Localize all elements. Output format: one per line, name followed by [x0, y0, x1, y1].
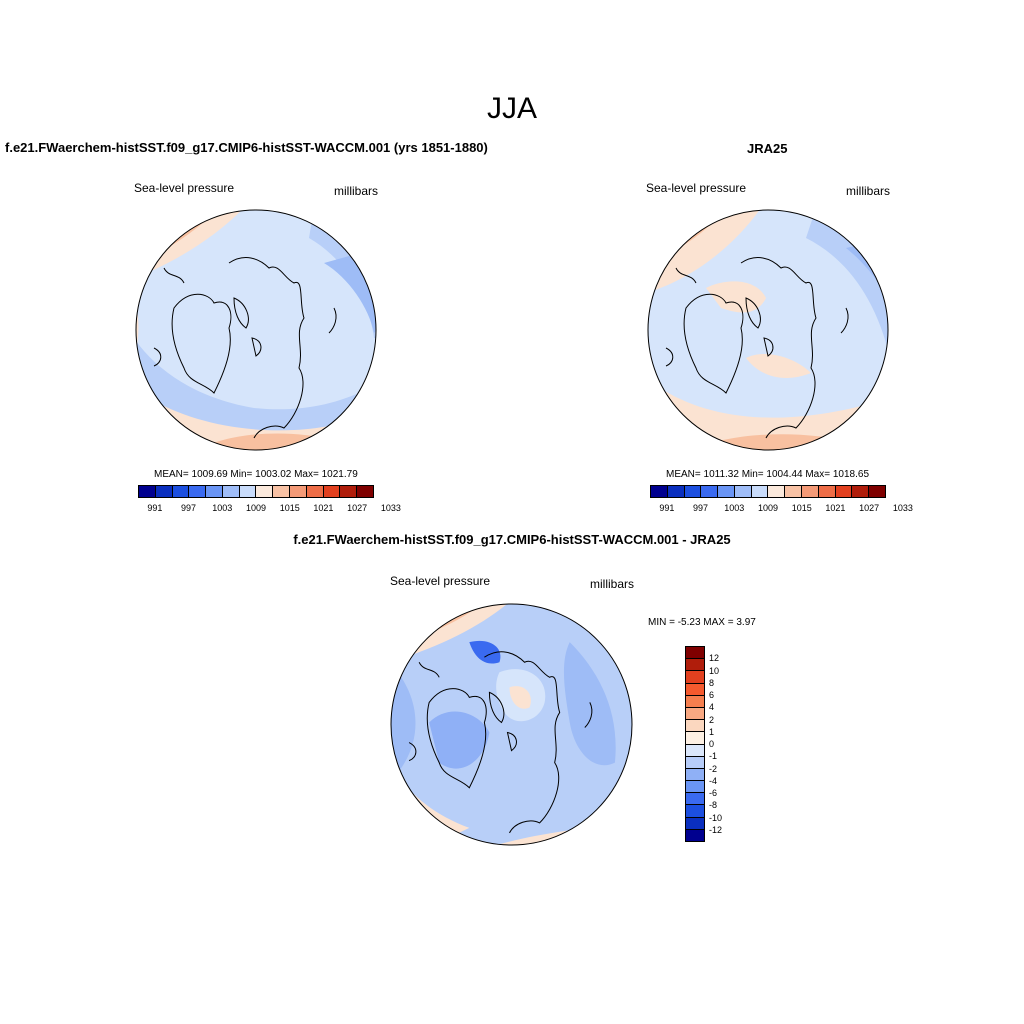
panel-1-colorbar [138, 485, 374, 498]
panel-2-colorbar-swatch [869, 486, 885, 497]
difference-colorbar-tick-label: 12 [709, 653, 720, 664]
difference-colorbar [685, 646, 705, 842]
panel-2-colorbar-swatch [768, 486, 786, 497]
panel-1-colorbar-ticks: 991 997 1003 1009 1015 1021 1027 1033 [138, 503, 401, 515]
difference-colorbar-tick-label: 1 [709, 726, 715, 737]
panel-1-colorbar-swatch [273, 486, 291, 497]
panel-2-colorbar [650, 485, 886, 498]
difference-colorbar-swatch [686, 671, 704, 684]
panel-1-colorbar-swatch [323, 486, 341, 497]
panel-1-colorbar-swatch [340, 486, 358, 497]
panel-2-colorbar-tick-label: 1027 [859, 503, 880, 513]
panel-2-colorbar-swatch [835, 486, 853, 497]
difference-colorbar-swatch [686, 659, 704, 672]
figure-title: JJA [486, 92, 537, 125]
panel-2-units-label: millibars [846, 184, 891, 198]
difference-colorbar-tick-label: 0 [709, 739, 715, 749]
panel-2-variable-label: Sea-level pressure [646, 181, 747, 195]
panel-2-colorbar-tick-label: 991 [659, 503, 675, 513]
difference-colorbar-tick-label: 8 [709, 677, 715, 688]
panel-2-colorbar-swatch [667, 486, 685, 497]
panel-1-colorbar-tick-label: 1003 [212, 503, 233, 513]
panel-1-colorbar-swatch [139, 486, 156, 497]
panel-1-units-label: millibars [334, 184, 379, 198]
panel-1-colorbar-tick-label: 1015 [279, 503, 300, 513]
panel-1-colorbar-tick-label: 1033 [380, 503, 401, 513]
difference-colorbar-tick-label: -8 [709, 800, 718, 811]
difference-colorbar-swatch [686, 695, 704, 708]
panel-1-colorbar-swatch [357, 486, 373, 497]
panel-1-colorbar-tick-label: 1009 [245, 503, 267, 513]
panel-1-polar-map [135, 209, 377, 451]
difference-colorbar-tick-label: 10 [709, 665, 720, 676]
difference-colorbar-swatch [686, 817, 704, 830]
panel-1-title: f.e21.FWaerchem-histSST.f09_g17.CMIP6-hi… [5, 140, 488, 155]
panel-2-title: JRA25 [747, 141, 788, 156]
panel-2-colorbar-tick-label: 1015 [791, 503, 812, 513]
panel-2-colorbar-ticks: 991 997 1003 1009 1015 1021 1027 1033 [650, 503, 913, 515]
difference-colorbar-swatch [686, 732, 704, 745]
difference-colorbar-tick-label: -10 [709, 812, 723, 823]
difference-colorbar-swatch [686, 756, 704, 769]
panel-2-colorbar-swatch [718, 486, 735, 497]
difference-colorbar-swatch [686, 720, 704, 733]
panel-3-polar-map [390, 603, 633, 846]
difference-colorbar-swatch [686, 781, 704, 794]
difference-colorbar-swatch [686, 768, 704, 782]
panel-2-polar-map [647, 209, 889, 451]
difference-colorbar-swatch [686, 744, 704, 757]
panel-1-colorbar-swatch [206, 486, 223, 497]
difference-colorbar-tick-label: -6 [709, 788, 718, 798]
difference-colorbar-swatch [686, 647, 704, 660]
panel-1-colorbar-swatch [239, 486, 257, 497]
panel-1-colorbar-swatch [189, 486, 207, 497]
difference-colorbar-tick-label: 2 [709, 714, 715, 725]
panel-3-units-label: millibars [590, 577, 635, 591]
panel-2-colorbar-swatch [818, 486, 836, 497]
panel-1-colorbar-swatch [172, 486, 190, 497]
panel-1-colorbar-swatch [222, 486, 240, 497]
difference-colorbar-tick-label: -1 [709, 751, 718, 762]
difference-colorbar-swatch [686, 793, 704, 806]
difference-colorbar-swatch [686, 829, 704, 841]
panel-2-colorbar-tick-label: 997 [693, 503, 709, 513]
difference-colorbar-tick-label: 4 [709, 702, 715, 713]
panel-2-colorbar-swatch [802, 486, 819, 497]
difference-colorbar-swatch [686, 805, 704, 818]
difference-colorbar-tick-label: -4 [709, 775, 718, 786]
panel-1-variable-label: Sea-level pressure [134, 181, 235, 195]
panel-1-colorbar-tick-label: 1027 [347, 503, 368, 513]
panel-2-colorbar-swatch [651, 486, 668, 497]
panel-2-colorbar-tick-label: 1003 [724, 503, 745, 513]
difference-colorbar-swatch [686, 707, 704, 721]
panel-3-stats: MIN = -5.23 MAX = 3.97 [648, 617, 756, 628]
panel-2-stats: MEAN= 1011.32 Min= 1004.44 Max= 1018.65 [666, 469, 870, 480]
panel-3-title: f.e21.FWaerchem-histSST.f09_g17.CMIP6-hi… [293, 532, 731, 547]
difference-colorbar-swatch [686, 683, 704, 696]
panel-2-colorbar-swatch [751, 486, 769, 497]
panel-2-colorbar-tick-label: 1009 [757, 503, 779, 513]
panel-2-colorbar-swatch [785, 486, 803, 497]
panel-2-colorbar-swatch [684, 486, 702, 497]
panel-2-colorbar-swatch [701, 486, 719, 497]
panel-1-colorbar-tick-label: 991 [147, 503, 163, 513]
difference-colorbar-tick-label: -12 [709, 824, 723, 835]
difference-colorbar-ticks: 12 10 8 6 4 2 1 0 -1 -2 -4 -6 -8 -10 -12 [709, 646, 739, 842]
panel-1-colorbar-tick-label: 1021 [313, 503, 334, 513]
panel-1-colorbar-swatch [306, 486, 324, 497]
panel-1-colorbar-swatch [290, 486, 307, 497]
panel-2-colorbar-swatch [734, 486, 752, 497]
panel-3-variable-label: Sea-level pressure [390, 574, 491, 588]
difference-colorbar-tick-label: -2 [709, 763, 718, 774]
panel-1-stats: MEAN= 1009.69 Min= 1003.02 Max= 1021.79 [154, 469, 358, 480]
panel-2-colorbar-swatch [852, 486, 870, 497]
panel-1-colorbar-tick-label: 997 [181, 503, 197, 513]
panel-1-colorbar-swatch [155, 486, 173, 497]
difference-colorbar-tick-label: 6 [709, 690, 715, 700]
panel-1-colorbar-swatch [256, 486, 274, 497]
panel-2-colorbar-tick-label: 1021 [825, 503, 846, 513]
panel-2-colorbar-tick-label: 1033 [892, 503, 913, 513]
